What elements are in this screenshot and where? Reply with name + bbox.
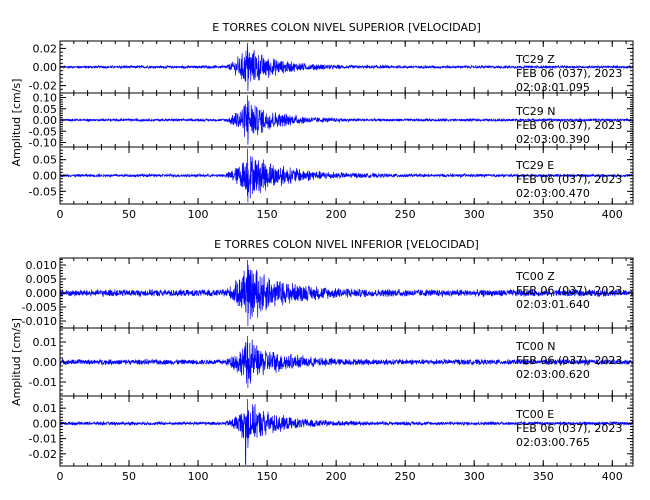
trace-annotation: 02:03:00.620 — [516, 368, 590, 381]
x-tick-label: 100 — [188, 208, 209, 221]
x-tick-label: 150 — [257, 208, 278, 221]
y-tick-label: 0.01 — [33, 402, 58, 415]
x-tick-label: 0 — [57, 208, 64, 221]
x-tick-label: 350 — [533, 470, 554, 483]
chart-title: E TORRES COLON NIVEL SUPERIOR [VELOCIDAD… — [212, 21, 481, 34]
x-tick-label: 0 — [57, 470, 64, 483]
x-tick-label: 400 — [602, 470, 623, 483]
trace-annotation: 02:03:00.390 — [516, 133, 590, 146]
y-tick-label: 0.00 — [33, 417, 58, 430]
x-tick-label: 200 — [326, 208, 347, 221]
trace-annotation: 02:03:00.765 — [516, 436, 590, 449]
y-tick-label: -0.010 — [22, 315, 57, 328]
trace-annotation: FEB 06 (037), 2023 — [516, 422, 622, 435]
trace-annotation: TC00 N — [515, 340, 555, 353]
y-axis-label: Amplitud [cm/s] — [10, 318, 23, 406]
trace-annotation: FEB 06 (037), 2023 — [516, 119, 622, 132]
trace-annotation: TC29 Z — [515, 53, 555, 66]
x-tick-label: 50 — [122, 470, 136, 483]
trace-annotation: FEB 06 (037), 2023 — [516, 67, 622, 80]
x-tick-label: 250 — [395, 470, 416, 483]
y-tick-label: -0.01 — [29, 376, 57, 389]
y-tick-label: -0.02 — [29, 80, 57, 93]
y-tick-label: -0.05 — [29, 125, 57, 138]
y-tick-label: 0.010 — [26, 259, 58, 272]
y-tick-label: 0.02 — [33, 42, 58, 55]
x-tick-label: 400 — [602, 208, 623, 221]
x-tick-label: 350 — [533, 208, 554, 221]
y-tick-label: -0.005 — [22, 301, 57, 314]
y-axis-label: Amplitud [cm/s] — [10, 79, 23, 167]
x-tick-label: 100 — [188, 470, 209, 483]
trace-annotation: TC00 E — [515, 408, 554, 421]
y-tick-label: 0.10 — [33, 92, 58, 105]
y-tick-label: 0.005 — [26, 273, 58, 286]
x-tick-label: 50 — [122, 208, 136, 221]
trace-annotation: FEB 06 (037), 2023 — [516, 354, 622, 367]
y-tick-label: -0.10 — [29, 137, 57, 150]
y-tick-label: 0.00 — [33, 61, 58, 74]
y-tick-label: 0.00 — [33, 170, 58, 183]
x-tick-label: 200 — [326, 470, 347, 483]
y-tick-label: 0.05 — [33, 103, 58, 116]
y-tick-label: 0.01 — [33, 336, 58, 349]
chart-title: E TORRES COLON NIVEL INFERIOR [VELOCIDAD… — [214, 238, 479, 251]
y-tick-label: 0.000 — [26, 287, 58, 300]
trace-annotation: 02:03:01.640 — [516, 298, 590, 311]
seismic-trace — [59, 42, 634, 92]
x-tick-label: 300 — [464, 208, 485, 221]
trace-annotation: FEB 06 (037), 2023 — [516, 173, 622, 186]
y-tick-label: -0.02 — [29, 448, 57, 461]
seismic-trace — [59, 95, 634, 145]
seismic-trace — [59, 335, 634, 389]
y-tick-label: -0.05 — [29, 185, 57, 198]
trace-annotation: FEB 06 (037), 2023 — [516, 284, 622, 297]
x-tick-label: 150 — [257, 470, 278, 483]
trace-annotation: TC29 E — [515, 159, 554, 172]
x-tick-label: 250 — [395, 208, 416, 221]
y-tick-label: 0.00 — [33, 114, 58, 127]
seismic-trace — [59, 148, 634, 203]
y-tick-label: 0.00 — [33, 356, 58, 369]
y-tick-label: -0.01 — [29, 433, 57, 446]
trace-annotation: TC00 Z — [515, 270, 555, 283]
panel-frame — [59, 395, 634, 467]
trace-annotation: TC29 N — [515, 105, 555, 118]
seismic-trace — [59, 399, 634, 465]
trace-annotation: 02:03:01.095 — [516, 81, 590, 94]
x-tick-label: 300 — [464, 470, 485, 483]
seismic-trace — [59, 259, 634, 327]
y-tick-label: 0.05 — [33, 154, 58, 167]
trace-annotation: 02:03:00.470 — [516, 187, 590, 200]
